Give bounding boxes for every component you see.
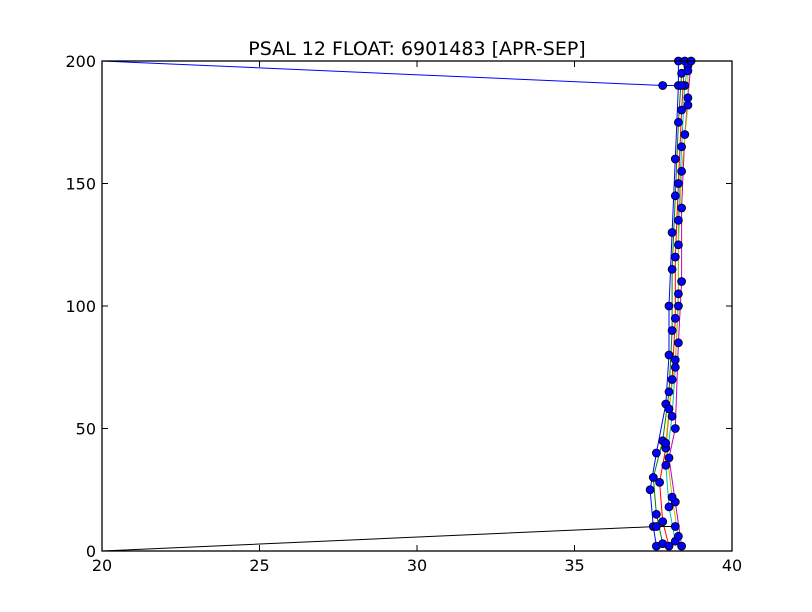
data-point <box>658 517 668 526</box>
data-point <box>652 509 661 519</box>
data-point <box>670 362 680 372</box>
chart-title: PSAL 12 FLOAT: 6901483 [APR-SEP] <box>248 38 585 60</box>
data-point <box>670 313 680 323</box>
data-point <box>677 541 686 551</box>
data-point <box>670 191 680 201</box>
x-axis: 20 25 30 35 40 <box>92 61 742 575</box>
data-point <box>658 81 668 90</box>
data-point <box>674 117 683 127</box>
data-point <box>664 350 674 360</box>
x-tick-label: 20 <box>92 556 112 575</box>
data-point <box>674 240 683 250</box>
series-points <box>645 56 696 551</box>
data-point <box>683 100 693 110</box>
x-tick-label: 35 <box>564 556 584 575</box>
data-point <box>677 277 686 286</box>
y-tick-label: 50 <box>76 420 96 439</box>
data-point <box>664 502 674 512</box>
data-point <box>652 522 661 531</box>
data-point <box>664 301 674 311</box>
data-point <box>648 473 658 482</box>
data-point <box>661 438 671 448</box>
data-point <box>664 453 674 463</box>
data-point <box>683 66 693 76</box>
y-axis: 0 50 100 150 200 <box>65 52 732 561</box>
x-tick-label: 40 <box>722 556 742 575</box>
data-point <box>655 477 664 487</box>
x-tick-label: 25 <box>249 556 269 575</box>
y-tick-label: 100 <box>65 297 96 316</box>
data-point <box>664 541 674 551</box>
data-point <box>670 252 680 262</box>
data-point <box>664 404 674 414</box>
data-point <box>680 130 690 139</box>
data-point <box>667 264 677 274</box>
data-point <box>674 338 683 348</box>
data-point <box>674 301 683 311</box>
data-point <box>674 531 683 541</box>
data-point <box>667 326 677 335</box>
data-point <box>645 485 655 495</box>
data-point <box>677 105 686 115</box>
data-point <box>670 522 680 531</box>
data-point <box>677 166 686 176</box>
data-point <box>677 203 686 213</box>
y-tick-label: 200 <box>65 52 96 71</box>
data-point <box>677 142 686 152</box>
data-point <box>667 228 677 237</box>
data-point <box>674 179 683 188</box>
data-point <box>683 93 693 103</box>
data-point <box>667 411 677 421</box>
y-tick-label: 150 <box>65 175 96 194</box>
data-point <box>667 492 677 502</box>
data-point <box>674 289 683 299</box>
y-tick-label: 0 <box>86 542 96 561</box>
data-point <box>664 387 674 397</box>
data-point <box>652 448 661 458</box>
data-point <box>674 215 683 225</box>
data-point <box>670 154 680 164</box>
x-tick-label: 30 <box>407 556 427 575</box>
data-point <box>667 375 677 384</box>
data-point <box>670 424 680 433</box>
data-point <box>661 460 671 470</box>
data-point <box>677 81 686 90</box>
data-point <box>670 355 680 365</box>
